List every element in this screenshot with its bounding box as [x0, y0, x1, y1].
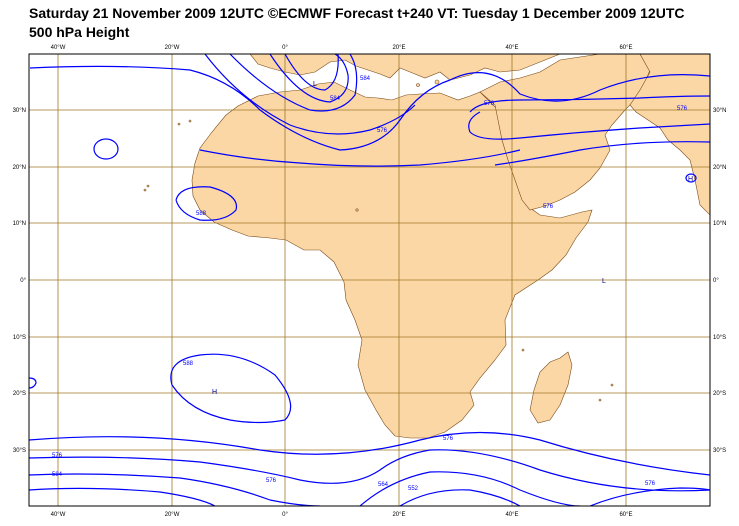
bottom-lon-label: 20°E [392, 512, 405, 518]
landmass-europe [249, 54, 561, 81]
landmass-asia [629, 54, 710, 216]
contour-label: 576 [266, 478, 277, 484]
top-lon-label: 20°E [392, 45, 405, 51]
contour-584-north [229, 54, 358, 112]
left-lat-label: 30°N [13, 108, 26, 114]
contour-588-south-atlantic [170, 353, 292, 424]
map-subtitle: 500 hPa Height [29, 24, 130, 40]
contour-label: 588 [196, 211, 207, 217]
contour-576-south [29, 431, 710, 476]
right-lat-label: 30°N [713, 108, 726, 114]
map-frame [28, 53, 711, 507]
contour-label: 576 [443, 436, 454, 442]
top-lon-label: 40°E [505, 45, 518, 51]
contour-label: 584 [360, 76, 371, 82]
contour-south-1 [29, 449, 710, 492]
bottom-lon-label: 20°W [165, 512, 180, 518]
left-lat-label: 10°S [13, 335, 26, 341]
islands [143, 79, 614, 402]
contour-low-inner [284, 54, 339, 91]
top-lon-label: 20°W [165, 45, 180, 51]
contour-label: 576 [543, 204, 554, 210]
contour-small-loop [93, 138, 119, 160]
left-axis-labels: 30°N 20°N 10°N 0° 10°S 20°S 30°S [13, 108, 27, 454]
right-lat-label: 20°N [713, 165, 726, 171]
high-pressure-marker: H [688, 176, 693, 183]
contour-label: 584 [330, 96, 341, 102]
right-lat-label: 0° [713, 278, 719, 284]
landmass-madagascar [529, 351, 573, 424]
left-lat-label: 10°N [13, 221, 26, 227]
left-lat-label: 20°N [13, 165, 26, 171]
contour-588-west-africa [175, 186, 238, 221]
right-lat-label: 30°S [713, 448, 726, 454]
contour-south-3 [29, 487, 216, 506]
contour-label: 564 [378, 482, 389, 488]
bottom-lon-label: 60°E [619, 512, 632, 518]
contour-south-5 [399, 489, 521, 506]
contour-label: 576 [677, 106, 688, 112]
landmass-africa [191, 81, 593, 439]
top-lon-label: 0° [282, 45, 288, 51]
contour-low-north [269, 54, 349, 103]
contour-south-6 [589, 487, 710, 506]
left-lat-label: 30°S [13, 448, 26, 454]
bottom-lon-label: 40°W [51, 512, 66, 518]
contour-label: 576 [377, 128, 388, 134]
contour-label: 584 [52, 472, 63, 478]
contour-north-outer [29, 65, 710, 151]
bottom-axis-labels: 40°W 20°W 0° 20°E 40°E 60°E [51, 512, 633, 518]
high-pressure-marker: H [212, 389, 217, 396]
contour-label: 588 [183, 361, 194, 367]
right-lat-label: 10°S [713, 335, 726, 341]
height-contours [29, 54, 710, 506]
contour-arabia [494, 141, 710, 166]
top-axis-labels: 40°W 20°W 0° 20°E 40°E 60°E [51, 45, 633, 51]
low-pressure-marker: L [313, 81, 317, 88]
contour-576-east [469, 95, 710, 113]
contour-label: 576 [52, 453, 63, 459]
contour-east-loop [468, 111, 710, 140]
contour-south-2 [29, 473, 321, 506]
contour-labels: 584 584 576 576 576 588 588 576 576 584 … [52, 76, 688, 492]
bottom-lon-label: 0° [282, 512, 288, 518]
contour-label: 576 [484, 101, 495, 107]
map-title: Saturday 21 November 2009 12UTC ©ECMWF F… [29, 5, 685, 21]
top-lon-label: 40°W [51, 45, 66, 51]
contour-high-arabian-sea [685, 173, 697, 183]
top-lon-label: 60°E [619, 45, 632, 51]
low-pressure-marker: L [602, 278, 606, 285]
left-lat-label: 20°S [13, 391, 26, 397]
right-axis-labels: 30°N 20°N 10°N 0° 10°S 20°S 30°S [713, 108, 726, 454]
contour-southwest-loop [29, 377, 37, 389]
contour-sahara [199, 149, 521, 167]
contour-label: 552 [408, 486, 419, 492]
contour-label: 576 [645, 481, 656, 487]
contour-south-4 [359, 471, 581, 506]
right-lat-label: 10°N [713, 221, 726, 227]
right-lat-label: 20°S [713, 391, 726, 397]
contour-576-north [204, 54, 416, 135]
left-lat-label: 0° [20, 278, 26, 284]
bottom-lon-label: 40°E [505, 512, 518, 518]
